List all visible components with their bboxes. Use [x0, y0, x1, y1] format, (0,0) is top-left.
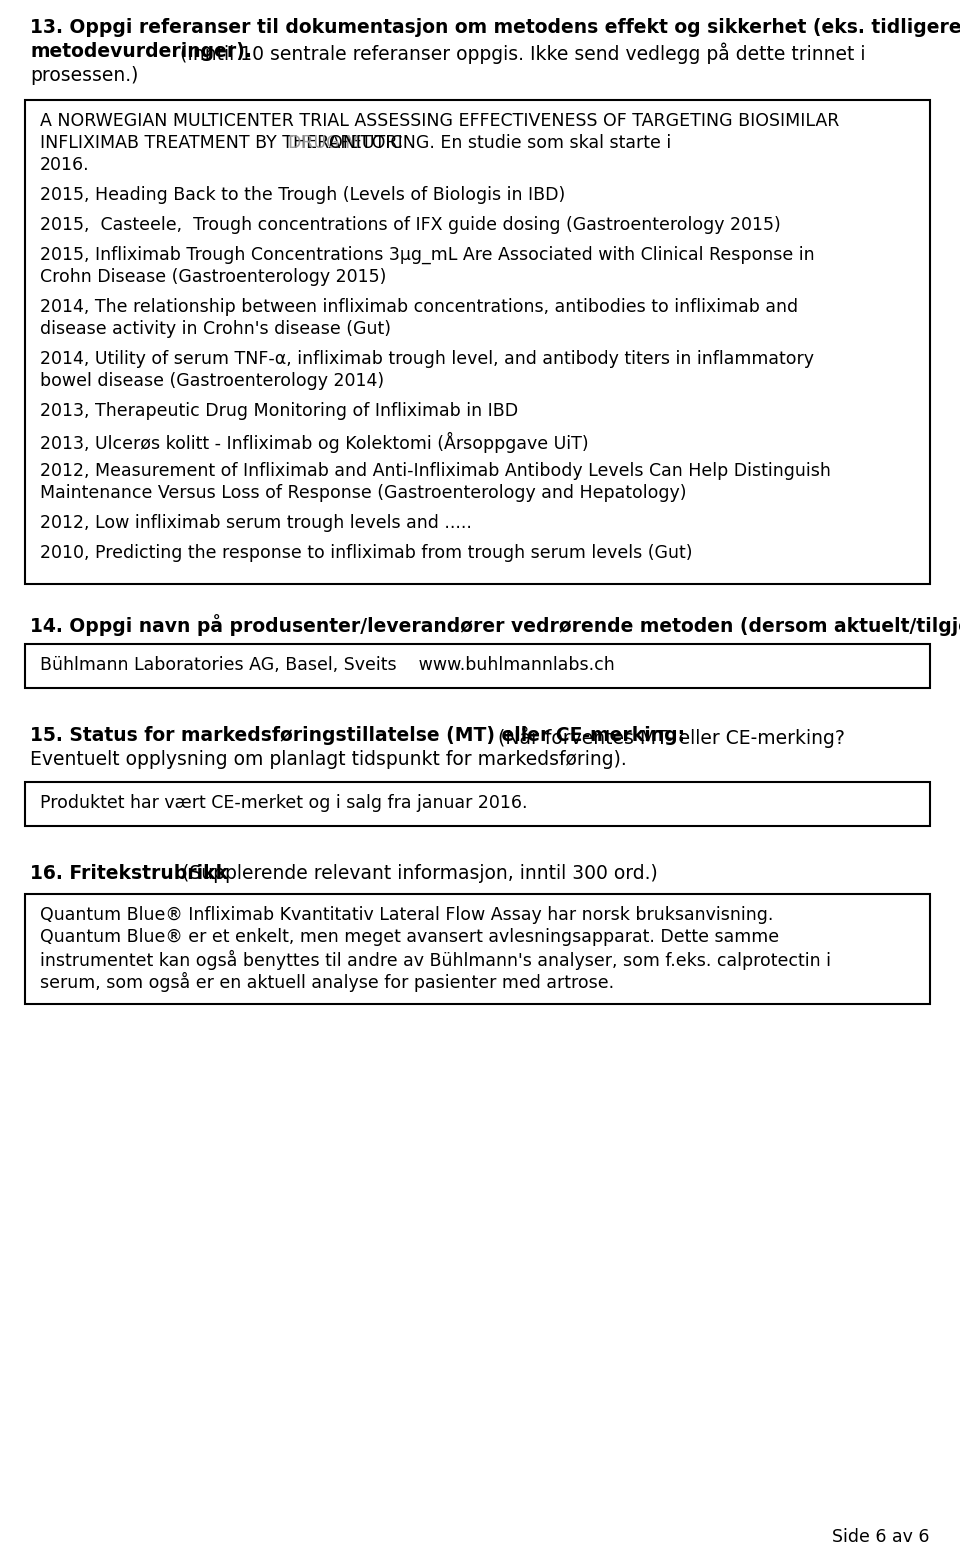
Text: 16. Fritekstrubrikk: 16. Fritekstrubrikk [30, 864, 228, 883]
Text: Maintenance Versus Loss of Response (Gastroenterology and Hepatology): Maintenance Versus Loss of Response (Gas… [40, 484, 686, 502]
Text: A NORWEGIAN MULTICENTER TRIAL ASSESSING EFFECTIVENESS OF TARGETING BIOSIMILAR: A NORWEGIAN MULTICENTER TRIAL ASSESSING … [40, 111, 839, 130]
Text: 14. Oppgi navn på produsenter/leverandører vedrørende metoden (dersom aktuelt/ti: 14. Oppgi navn på produsenter/leverandør… [30, 614, 960, 635]
Text: (Når forventes MT- eller CE-merking?: (Når forventes MT- eller CE-merking? [492, 727, 845, 748]
Text: Produktet har vært CE-merket og i salg fra januar 2016.: Produktet har vært CE-merket og i salg f… [40, 795, 527, 812]
Bar [25, 100, 930, 584]
Text: 15. Status for markedsføringstillatelse (MT) eller CE-merking:: 15. Status for markedsføringstillatelse … [30, 727, 685, 745]
Text: DRUG M: DRUG M [288, 135, 360, 152]
Text: Eventuelt opplysning om planlagt tidspunkt for markedsføring).: Eventuelt opplysning om planlagt tidspun… [30, 750, 627, 768]
Text: disease activity in Crohn's disease (Gut): disease activity in Crohn's disease (Gut… [40, 320, 391, 339]
Text: 2010, Predicting the response to infliximab from trough serum levels (Gut): 2010, Predicting the response to inflixi… [40, 544, 692, 563]
Text: metodevurderinger).: metodevurderinger). [30, 42, 252, 60]
Text: 13. Oppgi referanser til dokumentasjon om metodens effekt og sikkerhet (eks. tid: 13. Oppgi referanser til dokumentasjon o… [30, 19, 960, 37]
Text: (Supplerende relevant informasjon, inntil 300 ord.): (Supplerende relevant informasjon, innti… [177, 864, 658, 883]
Bar [25, 782, 930, 826]
Text: Quantum Blue® er et enkelt, men meget avansert avlesningsapparat. Dette samme: Quantum Blue® er et enkelt, men meget av… [40, 928, 780, 946]
Text: 2014, The relationship between infliximab concentrations, antibodies to inflixim: 2014, The relationship between inflixima… [40, 298, 798, 315]
Text: 2012, Measurement of Infliximab and Anti-Infliximab Antibody Levels Can Help Dis: 2012, Measurement of Infliximab and Anti… [40, 462, 830, 479]
Text: Quantum Blue® Infliximab Kvantitativ Lateral Flow Assay har norsk bruksanvisning: Quantum Blue® Infliximab Kvantitativ Lat… [40, 906, 774, 925]
Text: 2015, Heading Back to the Trough (Levels of Biologis in IBD): 2015, Heading Back to the Trough (Levels… [40, 186, 565, 204]
Text: prosessen.): prosessen.) [30, 66, 138, 85]
Text: bowel disease (Gastroenterology 2014): bowel disease (Gastroenterology 2014) [40, 373, 384, 390]
Text: 2015,  Casteele,  Trough concentrations of IFX guide dosing (Gastroenterology 20: 2015, Casteele, Trough concentrations of… [40, 216, 780, 233]
Text: INFLIXIMAB TREATMENT BY THERAPEUTIC: INFLIXIMAB TREATMENT BY THERAPEUTIC [40, 135, 408, 152]
Text: (Inntil 10 sentrale referanser oppgis. Ikke send vedlegg på dette trinnet i: (Inntil 10 sentrale referanser oppgis. I… [175, 42, 866, 63]
Text: instrumentet kan også benyttes til andre av Bühlmann's analyser, som f.eks. calp: instrumentet kan også benyttes til andre… [40, 949, 831, 969]
Text: 2016.: 2016. [40, 156, 89, 175]
Text: 2013, Therapeutic Drug Monitoring of Infliximab in IBD: 2013, Therapeutic Drug Monitoring of Inf… [40, 402, 518, 421]
Text: 2013, Ulcerøs kolitt - Infliximab og Kolektomi (Årsoppgave UiT): 2013, Ulcerøs kolitt - Infliximab og Kol… [40, 431, 588, 453]
Text: 2012, Low infliximab serum trough levels and .....: 2012, Low infliximab serum trough levels… [40, 513, 472, 532]
Text: Side 6 av 6: Side 6 av 6 [832, 1527, 930, 1546]
Text: 2015, Infliximab Trough Concentrations 3µg_mL Are Associated with Clinical Respo: 2015, Infliximab Trough Concentrations 3… [40, 246, 815, 264]
Text: ONITORING. En studie som skal starte i: ONITORING. En studie som skal starte i [329, 135, 671, 152]
Text: serum, som også er en aktuell analyse for pasienter med artrose.: serum, som også er en aktuell analyse fo… [40, 972, 614, 993]
Text: Crohn Disease (Gastroenterology 2015): Crohn Disease (Gastroenterology 2015) [40, 267, 386, 286]
Bar [25, 894, 930, 1003]
Bar [25, 645, 930, 688]
Text: Bühlmann Laboratories AG, Basel, Sveits    www.buhlmannlabs.ch: Bühlmann Laboratories AG, Basel, Sveits … [40, 656, 614, 674]
Text: 2014, Utility of serum TNF-α, infliximab trough level, and antibody titers in in: 2014, Utility of serum TNF-α, infliximab… [40, 349, 814, 368]
